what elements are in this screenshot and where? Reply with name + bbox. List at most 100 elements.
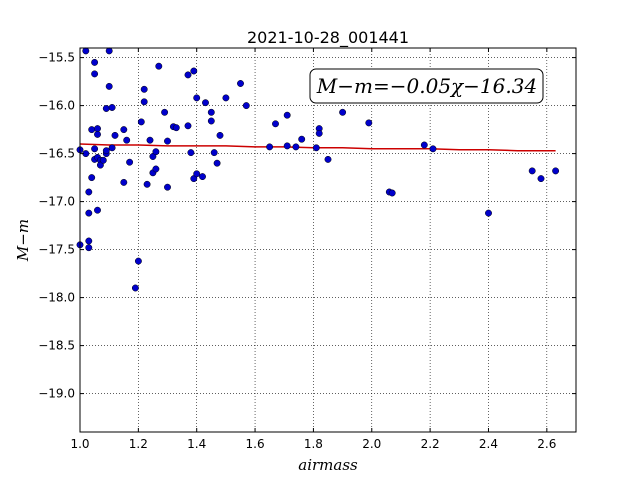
data-point bbox=[85, 237, 93, 245]
data-point bbox=[82, 47, 90, 55]
data-point bbox=[126, 158, 134, 166]
x-tick-label: 1.2 bbox=[129, 437, 148, 451]
data-point bbox=[85, 209, 93, 217]
data-point bbox=[283, 142, 291, 150]
data-point bbox=[202, 99, 209, 107]
plot-area bbox=[80, 48, 576, 432]
equation-box: M−m=−0.05χ−16.34 bbox=[309, 68, 544, 104]
data-point bbox=[213, 159, 221, 167]
data-point bbox=[88, 126, 96, 134]
data-point bbox=[140, 98, 148, 106]
x-axis-label: airmass bbox=[298, 456, 358, 474]
y-tick-label: −17.5 bbox=[38, 243, 75, 257]
equation-box-frame bbox=[309, 68, 544, 104]
data-point bbox=[105, 47, 113, 55]
y-tick-label: −18.0 bbox=[38, 291, 75, 305]
data-point bbox=[120, 126, 128, 134]
y-axis-label: M−m bbox=[14, 219, 32, 262]
y-tick-label: −19.0 bbox=[38, 387, 75, 401]
data-point bbox=[207, 117, 215, 125]
data-point bbox=[365, 119, 373, 127]
x-tick-label: 2.0 bbox=[362, 437, 381, 451]
data-point bbox=[222, 94, 230, 102]
data-point bbox=[91, 145, 99, 153]
data-point bbox=[298, 135, 306, 143]
data-point bbox=[88, 174, 96, 182]
x-tick-label: 2.4 bbox=[479, 437, 498, 451]
data-point bbox=[266, 143, 274, 151]
data-point bbox=[528, 167, 536, 175]
data-point bbox=[315, 129, 323, 137]
data-point bbox=[420, 141, 428, 149]
data-point bbox=[99, 156, 107, 164]
data-point bbox=[131, 284, 139, 292]
data-point bbox=[537, 175, 545, 183]
data-point bbox=[91, 58, 99, 66]
data-point bbox=[155, 62, 163, 70]
data-point bbox=[388, 189, 396, 197]
data-point bbox=[552, 167, 560, 175]
data-points bbox=[76, 47, 560, 292]
data-point bbox=[123, 136, 131, 144]
data-point bbox=[120, 178, 128, 186]
x-tick-label: 1.4 bbox=[187, 437, 206, 451]
y-tick-label: −16.0 bbox=[38, 99, 75, 113]
data-point bbox=[272, 120, 279, 128]
data-point bbox=[94, 130, 101, 138]
y-tick-labels: −15.5 −16.0 −16.5 −17.0 −17.5 −18.0 −18.5 −19.0 bbox=[38, 51, 75, 401]
data-point bbox=[164, 183, 171, 191]
data-point bbox=[94, 125, 101, 133]
data-point bbox=[199, 173, 206, 181]
data-point bbox=[429, 145, 437, 153]
data-point bbox=[190, 67, 198, 75]
x-tick-label: 1.0 bbox=[70, 437, 89, 451]
data-point bbox=[164, 137, 171, 145]
data-point bbox=[292, 143, 300, 151]
data-point bbox=[152, 165, 160, 173]
data-point bbox=[339, 108, 347, 116]
data-point bbox=[91, 70, 99, 78]
data-point bbox=[283, 111, 291, 119]
data-point bbox=[85, 188, 93, 196]
data-point bbox=[143, 180, 151, 188]
data-point bbox=[312, 144, 320, 152]
data-point bbox=[102, 105, 110, 112]
data-point bbox=[184, 71, 192, 79]
plot-frame bbox=[79, 47, 577, 433]
data-point bbox=[210, 149, 218, 157]
x-tick-label: 1.8 bbox=[304, 437, 323, 451]
data-point bbox=[207, 108, 215, 116]
data-point bbox=[108, 104, 116, 111]
data-point bbox=[102, 147, 110, 155]
data-point bbox=[193, 94, 201, 102]
data-point bbox=[134, 257, 142, 265]
x-tick-labels: 1.0 1.2 1.4 1.6 1.8 2.0 2.2 2.4 2.6 bbox=[70, 437, 556, 451]
y-tick-label: −16.5 bbox=[38, 147, 75, 161]
data-point bbox=[184, 122, 192, 130]
data-point bbox=[216, 131, 224, 139]
data-point bbox=[237, 80, 244, 87]
data-point bbox=[94, 206, 101, 214]
data-point bbox=[140, 85, 148, 93]
data-point bbox=[242, 102, 250, 110]
fit-equation: M−m=−0.05χ−16.34 bbox=[316, 74, 537, 98]
data-point bbox=[146, 136, 154, 144]
y-tick-label: −18.5 bbox=[38, 339, 75, 353]
axis-ticks bbox=[79, 48, 576, 432]
x-tick-label: 2.6 bbox=[537, 437, 556, 451]
data-point bbox=[193, 170, 201, 178]
data-point bbox=[105, 82, 113, 90]
data-point bbox=[187, 149, 195, 157]
data-point bbox=[108, 144, 116, 152]
x-tick-label: 1.6 bbox=[246, 437, 265, 451]
data-point bbox=[152, 148, 160, 156]
y-tick-label: −17.0 bbox=[38, 195, 75, 209]
data-point bbox=[85, 244, 93, 252]
data-point bbox=[485, 209, 492, 217]
data-point bbox=[111, 131, 119, 139]
data-point bbox=[324, 155, 332, 163]
data-point bbox=[161, 108, 169, 116]
data-point bbox=[137, 118, 145, 126]
data-point bbox=[172, 124, 180, 132]
